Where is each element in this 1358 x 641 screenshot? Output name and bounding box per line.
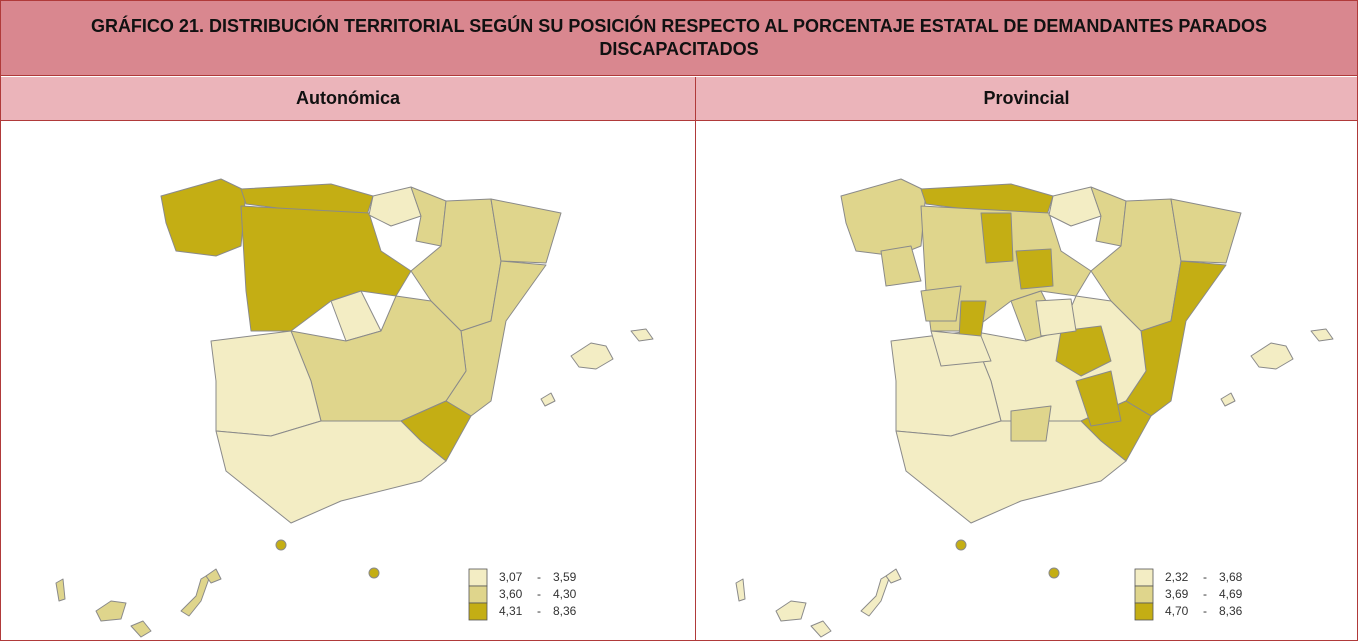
region	[180, 572, 212, 617]
region	[840, 178, 927, 257]
region	[368, 186, 422, 227]
legend-separator: -	[537, 604, 541, 618]
legend-max: 3,68	[1219, 570, 1243, 584]
legend-min: 3,60	[499, 587, 523, 601]
legend-separator: -	[1203, 570, 1207, 584]
melilla	[1048, 567, 1060, 579]
melilla	[368, 567, 380, 579]
region	[860, 572, 892, 617]
region	[490, 198, 562, 264]
province	[1010, 405, 1052, 442]
ceuta	[275, 539, 287, 551]
region	[160, 178, 247, 257]
panel-title: Autonómica	[1, 77, 695, 121]
province	[1015, 248, 1054, 290]
legend-max: 8,36	[1219, 604, 1243, 618]
legend-swatch	[468, 568, 488, 587]
legend-swatch	[1134, 602, 1154, 621]
legend-swatch	[468, 602, 488, 621]
region	[885, 568, 902, 584]
legend-max: 3,59	[553, 570, 577, 584]
region	[1048, 186, 1102, 227]
divider	[695, 77, 696, 640]
legend-min: 3,69	[1165, 587, 1189, 601]
legend-max: 4,69	[1219, 587, 1243, 601]
region	[1310, 328, 1334, 342]
legend-separator: -	[1203, 604, 1207, 618]
region	[95, 600, 127, 622]
legend-separator: -	[537, 570, 541, 584]
province	[880, 245, 922, 287]
legend-max: 8,36	[553, 604, 577, 618]
region	[735, 578, 746, 602]
region	[410, 186, 447, 247]
map	[55, 178, 654, 638]
region	[215, 420, 447, 524]
region	[895, 420, 1127, 524]
province	[930, 330, 992, 367]
region	[1090, 186, 1127, 247]
region	[1250, 342, 1294, 370]
legend-swatch	[468, 585, 488, 604]
legend-min: 4,31	[499, 604, 523, 618]
legend-swatch	[1134, 585, 1154, 604]
legend-separator: -	[537, 587, 541, 601]
province	[1075, 370, 1122, 427]
region	[290, 295, 467, 422]
region	[130, 620, 152, 638]
figure-title: GRÁFICO 21. DISTRIBUCIÓN TERRITORIAL SEG…	[1, 1, 1357, 76]
region	[775, 600, 807, 622]
panel-title: Provincial	[696, 77, 1357, 121]
region	[540, 392, 556, 407]
legend-max: 4,30	[553, 587, 577, 601]
region	[630, 328, 654, 342]
region	[205, 568, 222, 584]
region	[1170, 198, 1242, 264]
legend-swatch	[1134, 568, 1154, 587]
region	[240, 205, 412, 332]
legend-min: 4,70	[1165, 604, 1189, 618]
map	[735, 178, 1334, 638]
province	[920, 285, 962, 322]
region	[1220, 392, 1236, 407]
ceuta	[955, 539, 967, 551]
province	[980, 212, 1014, 264]
province	[1035, 298, 1077, 337]
legend-min: 3,07	[499, 570, 523, 584]
legend-min: 2,32	[1165, 570, 1189, 584]
region	[55, 578, 66, 602]
province	[1055, 325, 1112, 377]
legend-separator: -	[1203, 587, 1207, 601]
region	[570, 342, 614, 370]
region	[810, 620, 832, 638]
